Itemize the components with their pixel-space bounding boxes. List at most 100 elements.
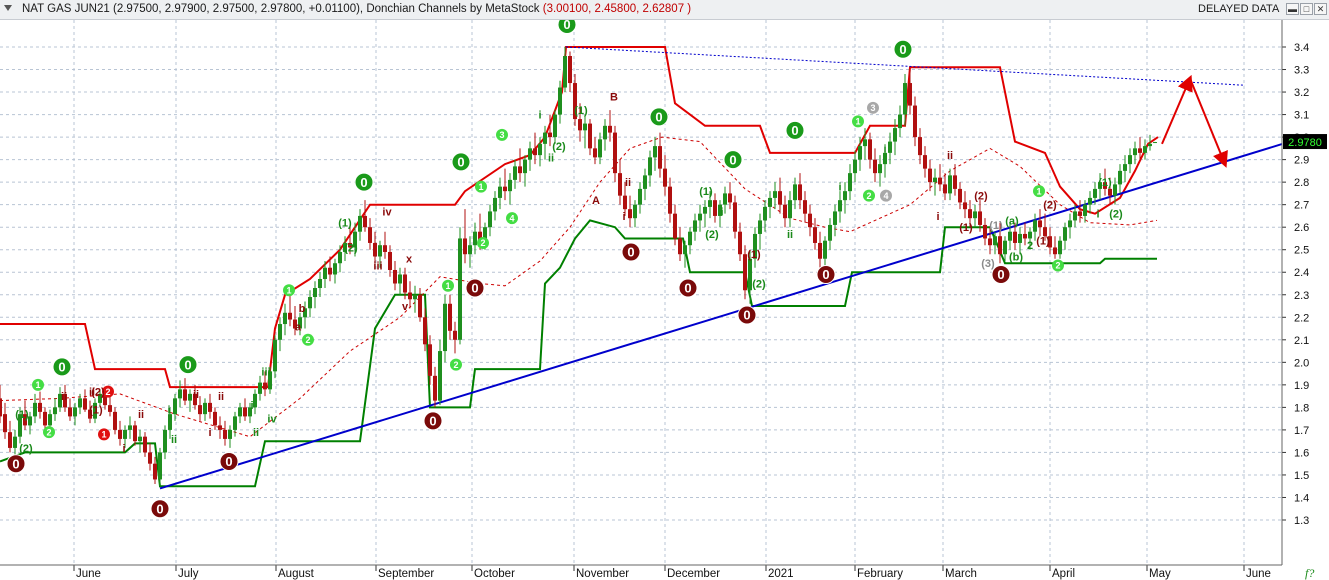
candle <box>108 396 112 417</box>
wave-label: i <box>1096 209 1099 221</box>
candle <box>123 425 127 448</box>
svg-text:1: 1 <box>101 430 106 440</box>
candle <box>1083 200 1087 223</box>
x-tick-label: May <box>1149 568 1171 580</box>
svg-text:A: A <box>592 195 600 207</box>
y-tick-label: 1.6 <box>1294 447 1309 459</box>
candle <box>813 218 817 250</box>
candle <box>468 236 472 268</box>
wave-label: (1) <box>574 105 588 117</box>
y-tick-label: 2.1 <box>1294 335 1309 347</box>
wave-label: 2 <box>1052 259 1064 272</box>
candle <box>1123 155 1127 183</box>
candle <box>418 288 422 322</box>
candle <box>1038 209 1042 237</box>
wave-label: i <box>622 211 625 223</box>
candle <box>13 429 17 457</box>
svg-text:i: i <box>538 110 541 122</box>
wave-label: 0 <box>893 39 913 59</box>
svg-text:(3): (3) <box>981 258 995 270</box>
candle <box>38 391 42 419</box>
candle <box>383 231 387 259</box>
candle <box>163 425 167 460</box>
candle <box>648 150 652 187</box>
wave-label: 1 <box>475 180 487 193</box>
candle <box>228 425 232 448</box>
candle <box>313 281 317 309</box>
minimize-button[interactable]: ▬ <box>1286 3 1299 15</box>
svg-text:0: 0 <box>791 123 798 138</box>
y-tick-label: 2.6 <box>1294 222 1309 234</box>
candle <box>553 110 557 144</box>
candle <box>303 301 307 329</box>
candle <box>543 125 547 160</box>
wave-label: iv <box>267 414 277 426</box>
wave-label: (2) <box>1043 200 1057 212</box>
candle <box>0 384 2 424</box>
y-axis-panel <box>1282 20 1329 565</box>
wave-label: ii <box>138 409 144 421</box>
candle <box>253 389 257 415</box>
support-trendline <box>159 140 1291 490</box>
candle <box>18 407 22 444</box>
candle <box>1048 227 1052 255</box>
candle <box>683 240 687 268</box>
wave-label: iii <box>373 260 382 272</box>
candle <box>933 168 937 196</box>
candle <box>563 47 567 93</box>
svg-text:0: 0 <box>429 414 436 429</box>
projection-arrow <box>1189 78 1228 168</box>
candle <box>1103 168 1107 196</box>
y-tick-label: 1.7 <box>1294 425 1309 437</box>
x-axis: June July August September October November De… <box>0 564 1314 580</box>
svg-text:iv: iv <box>267 414 277 426</box>
y-tick-label: 2.7 <box>1294 200 1309 212</box>
svg-text:1: 1 <box>478 182 483 192</box>
x-tick-label: December <box>667 568 720 580</box>
y-tick-label: 2.2 <box>1294 312 1309 324</box>
svg-text:4: 4 <box>883 191 888 201</box>
svg-text:(1): (1) <box>959 222 973 234</box>
svg-text:ii: ii <box>171 434 177 446</box>
candle <box>953 164 957 196</box>
candle <box>158 447 162 487</box>
svg-text:2: 2 <box>305 335 310 345</box>
collapse-arrow-icon[interactable] <box>4 5 12 11</box>
wave-label: ii <box>253 427 259 439</box>
candle <box>993 231 997 255</box>
restore-button[interactable]: □ <box>1300 3 1313 15</box>
formula-icon[interactable]: f? <box>1305 566 1314 580</box>
candle <box>598 132 602 165</box>
candle <box>1018 227 1022 255</box>
candle <box>243 398 247 421</box>
candle <box>463 209 467 264</box>
candle <box>93 398 97 424</box>
candle <box>613 125 617 183</box>
y-tick-label: 3.4 <box>1294 42 1309 54</box>
y-tick-label: 3.1 <box>1294 110 1309 122</box>
candle <box>28 411 32 435</box>
candle <box>1058 236 1062 259</box>
candle <box>713 193 717 223</box>
candle <box>138 429 142 453</box>
candle <box>638 182 642 214</box>
candle <box>408 281 412 309</box>
close-button[interactable]: ✕ <box>1314 3 1327 15</box>
candle <box>513 159 517 189</box>
candle <box>723 186 727 214</box>
wave-label: (1) <box>89 405 103 417</box>
candle <box>923 146 927 178</box>
candle <box>1143 139 1147 160</box>
candle <box>1138 137 1142 160</box>
candle <box>333 258 337 284</box>
wave-label: 1 <box>98 428 110 441</box>
wave-label: 2 <box>477 236 489 249</box>
ohlc-values: (2.97500, 2.97900, 2.97500, 2.97800, +0.… <box>112 3 364 15</box>
candle <box>1148 134 1152 151</box>
candle <box>438 339 442 406</box>
svg-text:i: i <box>838 182 841 194</box>
candle <box>583 114 587 149</box>
candle <box>443 294 447 363</box>
candle <box>1053 236 1057 259</box>
